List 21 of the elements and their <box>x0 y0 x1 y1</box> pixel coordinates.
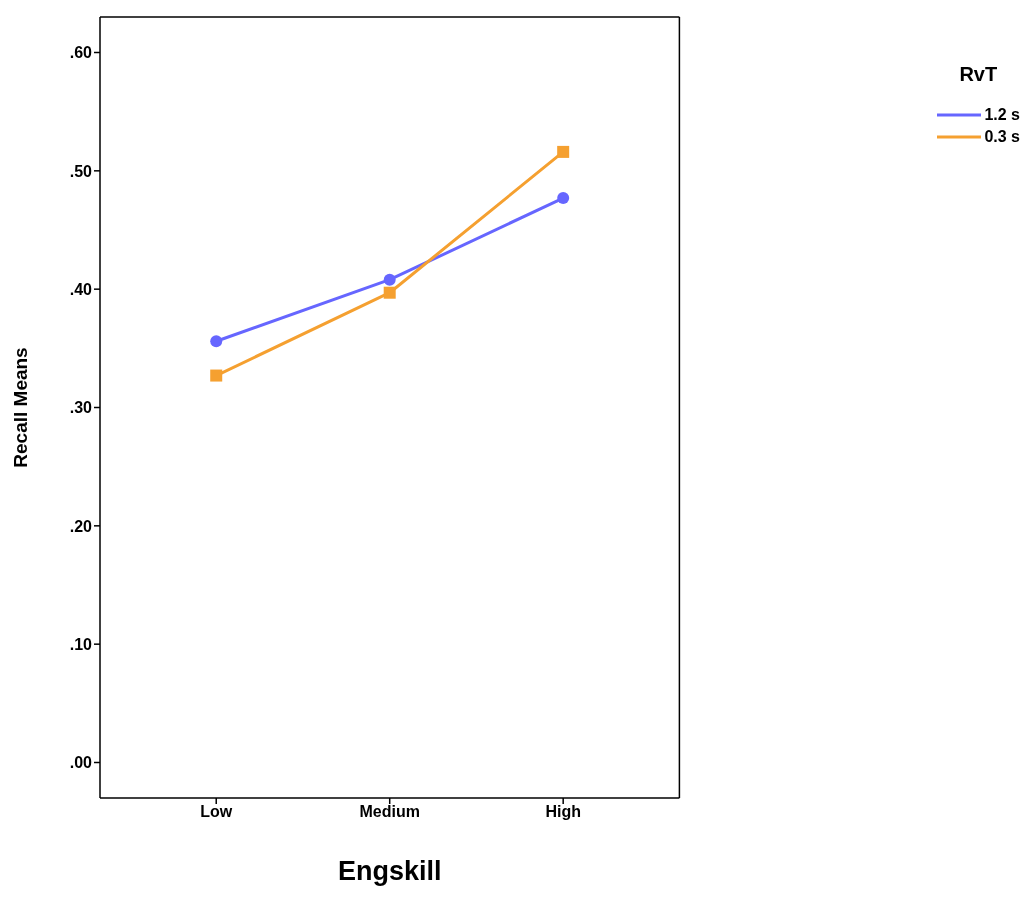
point <box>210 369 223 382</box>
y-tick-label: .60 <box>69 44 93 62</box>
legend-label: 0.3 s <box>984 128 1020 146</box>
legend-title: RvT <box>959 63 999 86</box>
legend-label: 1.2 s <box>984 106 1020 124</box>
point <box>383 286 396 299</box>
y-tick-label: .50 <box>69 162 93 180</box>
point <box>210 335 223 348</box>
y-tick-label: .20 <box>69 517 93 535</box>
x-tick-label: Low <box>200 803 233 821</box>
point <box>557 145 570 158</box>
y-tick-label: .40 <box>69 280 93 298</box>
y-tick-label: .10 <box>69 635 93 653</box>
x-tick-label: High <box>545 803 581 821</box>
y-tick-label: .00 <box>69 754 93 772</box>
y-axis-title: Recall Means <box>9 347 31 468</box>
point <box>383 273 396 286</box>
x-tick-label: Medium <box>359 803 420 821</box>
point <box>557 192 570 205</box>
x-axis-title: Engskill <box>337 856 442 886</box>
y-tick-label: .30 <box>69 399 93 417</box>
